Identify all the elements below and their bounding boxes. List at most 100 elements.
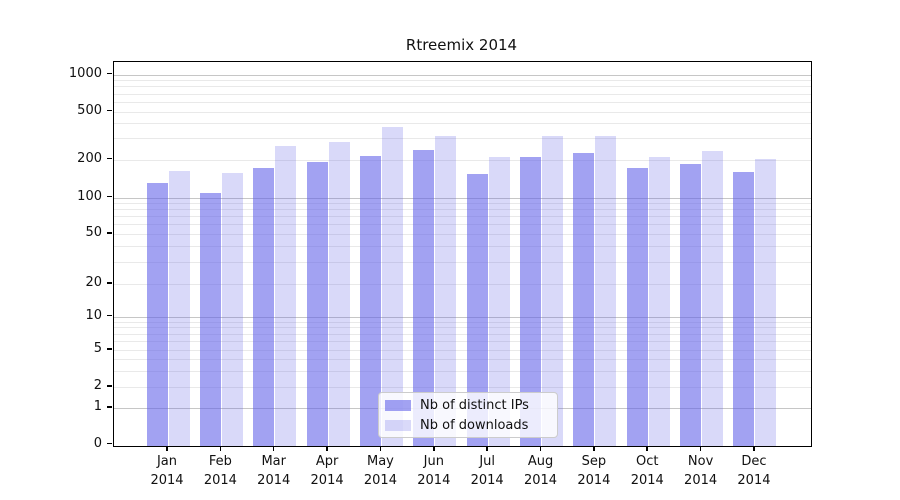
bar-downloads-mar [275,146,297,446]
x-tick-mark [166,446,168,451]
x-tick-mark [433,446,435,451]
gridline [114,333,811,335]
gridline [114,101,811,103]
legend-label-downloads: Nb of downloads [420,417,529,433]
y-tick-mark [107,157,112,160]
bar-downloads-aug [542,136,564,446]
y-tick-mark [107,406,112,408]
gridline [114,216,811,218]
y-tick-label: 1000 [68,65,102,81]
x-tick-mark [753,446,755,451]
gridline [114,321,811,323]
y-tick-label: 10 [85,307,102,323]
y-tick-mark [107,282,112,284]
y-tick-label: 0 [93,435,102,451]
gridline [114,138,811,140]
gridline [114,327,811,329]
x-tick-label-jan: Jan 2014 [150,454,184,488]
gridline [114,209,811,211]
gridline [114,123,811,125]
bar-distinct-ips-aug [520,157,542,446]
bar-downloads-apr [328,141,350,446]
x-tick-label-nov: Nov 2014 [684,454,718,488]
gridline [114,234,811,235]
bar-downloads-may [381,127,403,446]
x-tick-label-jun: Jun 2014 [417,454,451,488]
y-tick-label: 5 [93,341,102,356]
gridline [114,93,811,95]
y-tick-label: 100 [77,188,102,204]
gridline [114,316,811,318]
x-tick-label-may: May 2014 [363,454,397,488]
y-tick-mark [107,109,112,112]
gridline [114,74,811,76]
x-tick-label-jul: Jul 2014 [470,454,504,488]
y-tick-label: 200 [77,150,102,166]
x-tick-mark [646,446,648,451]
bar-distinct-ips-apr [306,161,328,446]
bar-distinct-ips-jun [413,149,435,446]
gridline [114,284,811,285]
bar-downloads-jun [435,136,457,446]
legend-swatch-downloads [385,419,411,431]
chart-title: Rtreemix 2014 [405,36,518,54]
legend-label-distinct-ips: Nb of distinct IPs [420,397,529,413]
x-tick-mark [593,446,595,451]
y-tick-mark [107,232,112,234]
x-tick-label-apr: Apr 2014 [310,454,344,488]
x-tick-label-sep: Sep 2014 [577,454,611,488]
gridline [114,359,811,360]
gridline [114,370,811,372]
bar-downloads-jul [488,156,510,446]
gridline [114,350,811,351]
bar-distinct-ips-may [359,155,381,446]
gridline [114,159,811,161]
y-tick-mark [107,195,112,198]
y-tick-label: 2 [93,378,102,393]
y-tick-label: 1 [93,399,102,414]
y-tick-mark [107,314,112,317]
x-tick-label-mar: Mar 2014 [257,454,291,488]
bar-distinct-ips-sep [573,153,595,446]
plot-area [113,61,812,447]
legend: Nb of distinct IPs Nb of downloads [378,392,558,438]
x-tick-label-feb: Feb 2014 [203,454,237,488]
y-tick-label: 50 [85,225,102,240]
gridline [114,86,811,88]
legend-item-distinct-ips: Nb of distinct IPs [385,397,529,413]
bar-downloads-feb [221,173,243,446]
x-tick-mark [699,446,702,451]
bar-downloads-sep [595,136,617,446]
y-tick-label: 20 [85,275,102,290]
gridline [114,224,811,226]
bar-distinct-ips-jan [146,182,168,446]
bar-downloads-oct [648,156,670,446]
bar-distinct-ips-jul [466,173,488,446]
x-tick-mark [272,446,275,451]
gridline [114,197,811,199]
x-tick-mark [486,446,488,451]
y-tick-mark [107,442,112,445]
x-tick-label-dec: Dec 2014 [737,454,771,488]
gridline [114,387,811,388]
bar-distinct-ips-nov [680,163,702,446]
x-tick-label-oct: Oct 2014 [630,454,664,488]
gridline [114,261,811,263]
bar-downloads-jan [168,170,190,446]
legend-swatch-distinct-ips [385,399,411,411]
gridline [114,111,811,113]
x-tick-mark [219,446,222,451]
bar-distinct-ips-dec [733,171,755,446]
y-tick-label: 500 [77,102,102,118]
x-tick-mark [326,446,328,451]
bar-downloads-nov [702,150,724,446]
x-tick-mark [379,446,382,451]
gridline [114,80,811,82]
gridline [114,246,811,248]
bar-distinct-ips-feb [199,193,221,446]
bar-distinct-ips-oct [626,168,648,446]
y-tick-mark [107,348,112,350]
legend-item-downloads: Nb of downloads [385,417,529,433]
x-tick-label-aug: Aug 2014 [523,454,558,488]
